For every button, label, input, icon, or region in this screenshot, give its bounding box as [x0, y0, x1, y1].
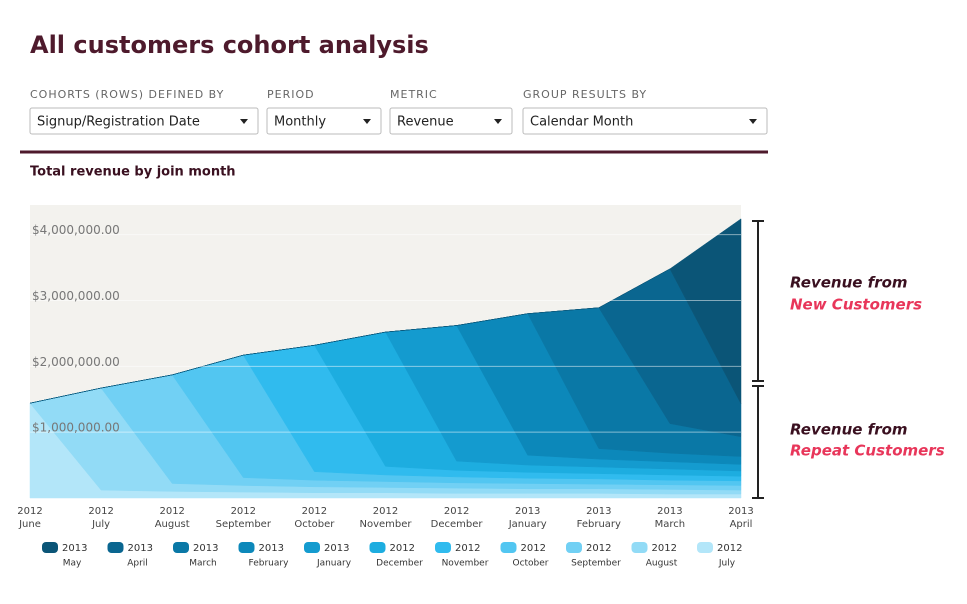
legend-year: 2012 [521, 543, 546, 554]
legend-year: 2013 [128, 543, 153, 554]
dropdown-value: Calendar Month [530, 115, 633, 130]
dropdown-arrow [494, 119, 502, 124]
x-tick-month: March [655, 519, 685, 530]
dropdown-arrow [240, 119, 248, 124]
x-tick-month: July [91, 519, 110, 530]
legend-swatch [304, 542, 320, 553]
legend-year: 2013 [193, 543, 218, 554]
legend-swatch [173, 542, 189, 553]
legend-year: 2012 [390, 543, 415, 554]
annotation: Revenue from [790, 421, 908, 439]
legend-swatch [500, 542, 517, 553]
area [29, 218, 742, 404]
legend-month: August [646, 559, 678, 569]
x-tick-month: November [359, 519, 412, 530]
dropdown-arrow [363, 119, 371, 124]
dropdown-value: Signup/Registration Date [37, 115, 200, 130]
legend-year: 2012 [652, 543, 677, 554]
dropdown[interactable] [522, 107, 768, 135]
legend-month: May [63, 559, 82, 569]
annotation: New Customers [790, 296, 922, 314]
legend-year: 2012 [455, 543, 480, 554]
legend-month: July [718, 559, 736, 569]
x-tick-year: 2012 [17, 506, 42, 517]
legend-swatch [238, 542, 255, 553]
x-tick-month: February [577, 519, 621, 530]
x-tick-year: 2013 [586, 506, 611, 517]
dropdown-arrow [749, 119, 757, 124]
legend-swatch [369, 542, 386, 553]
legend-swatch [435, 542, 451, 553]
x-tick-year: 2012 [231, 506, 256, 517]
legend-year: 2013 [259, 543, 284, 554]
x-tick-month: June [18, 519, 41, 530]
y-tick-label: $4,000,000.00 [32, 223, 120, 237]
x-tick-year: 2012 [302, 506, 327, 517]
areas [29, 218, 742, 499]
x-tick-year: 2013 [515, 506, 540, 517]
control-label: GROUP RESULTS BY [523, 88, 647, 101]
bracket [752, 220, 764, 499]
x-tick-year: 2013 [728, 506, 753, 517]
legend-month: November [442, 559, 489, 569]
x-tick-year: 2012 [444, 506, 469, 517]
x-tick-month: October [294, 519, 335, 530]
page-title: All customers cohort analysis [30, 31, 429, 59]
control-label: PERIOD [267, 88, 315, 101]
legend-month: March [189, 559, 216, 569]
control-label: METRIC [390, 88, 438, 101]
annotation: Revenue from [790, 274, 908, 292]
x-tick-month: August [155, 519, 190, 530]
x-tick-month: January [508, 519, 547, 530]
dropdown[interactable] [29, 107, 259, 135]
x-tick-year: 2013 [657, 506, 682, 517]
x-tick-year: 2012 [159, 506, 184, 517]
legend-month: September [571, 559, 621, 569]
y-tick-label: $3,000,000.00 [32, 289, 120, 303]
x-tick-year: 2012 [88, 506, 113, 517]
legend-swatch [107, 542, 124, 553]
dropdown[interactable] [266, 107, 382, 135]
legend-year: 2013 [324, 543, 349, 554]
annotation: Repeat Customers [790, 442, 945, 460]
dropdown-value: Monthly [274, 115, 326, 130]
legend-year: 2013 [62, 543, 87, 554]
legend-year: 2012 [717, 543, 742, 554]
y-tick-label: $2,000,000.00 [32, 355, 120, 369]
legend-month: October [512, 559, 548, 569]
x-tick-month: April [730, 519, 753, 530]
legend-swatch [42, 542, 58, 553]
chart-title: Total revenue by join month [30, 165, 236, 180]
dropdown[interactable] [389, 107, 513, 135]
legend-month: December [376, 559, 423, 569]
control-label: COHORTS (ROWS) DEFINED BY [30, 88, 224, 101]
x-tick-month: December [431, 519, 484, 530]
x-tick-month: September [216, 519, 272, 530]
y-tick-label: $1,000,000.00 [32, 421, 120, 435]
x-tick-year: 2012 [373, 506, 398, 517]
legend-month: April [127, 559, 148, 569]
legend-swatch [631, 542, 648, 553]
legend-swatch [566, 542, 582, 553]
dropdown-value: Revenue [397, 115, 454, 130]
legend-month: February [249, 559, 290, 569]
legend-month: January [316, 559, 352, 569]
legend-swatch [697, 542, 713, 553]
legend-year: 2012 [586, 543, 611, 554]
